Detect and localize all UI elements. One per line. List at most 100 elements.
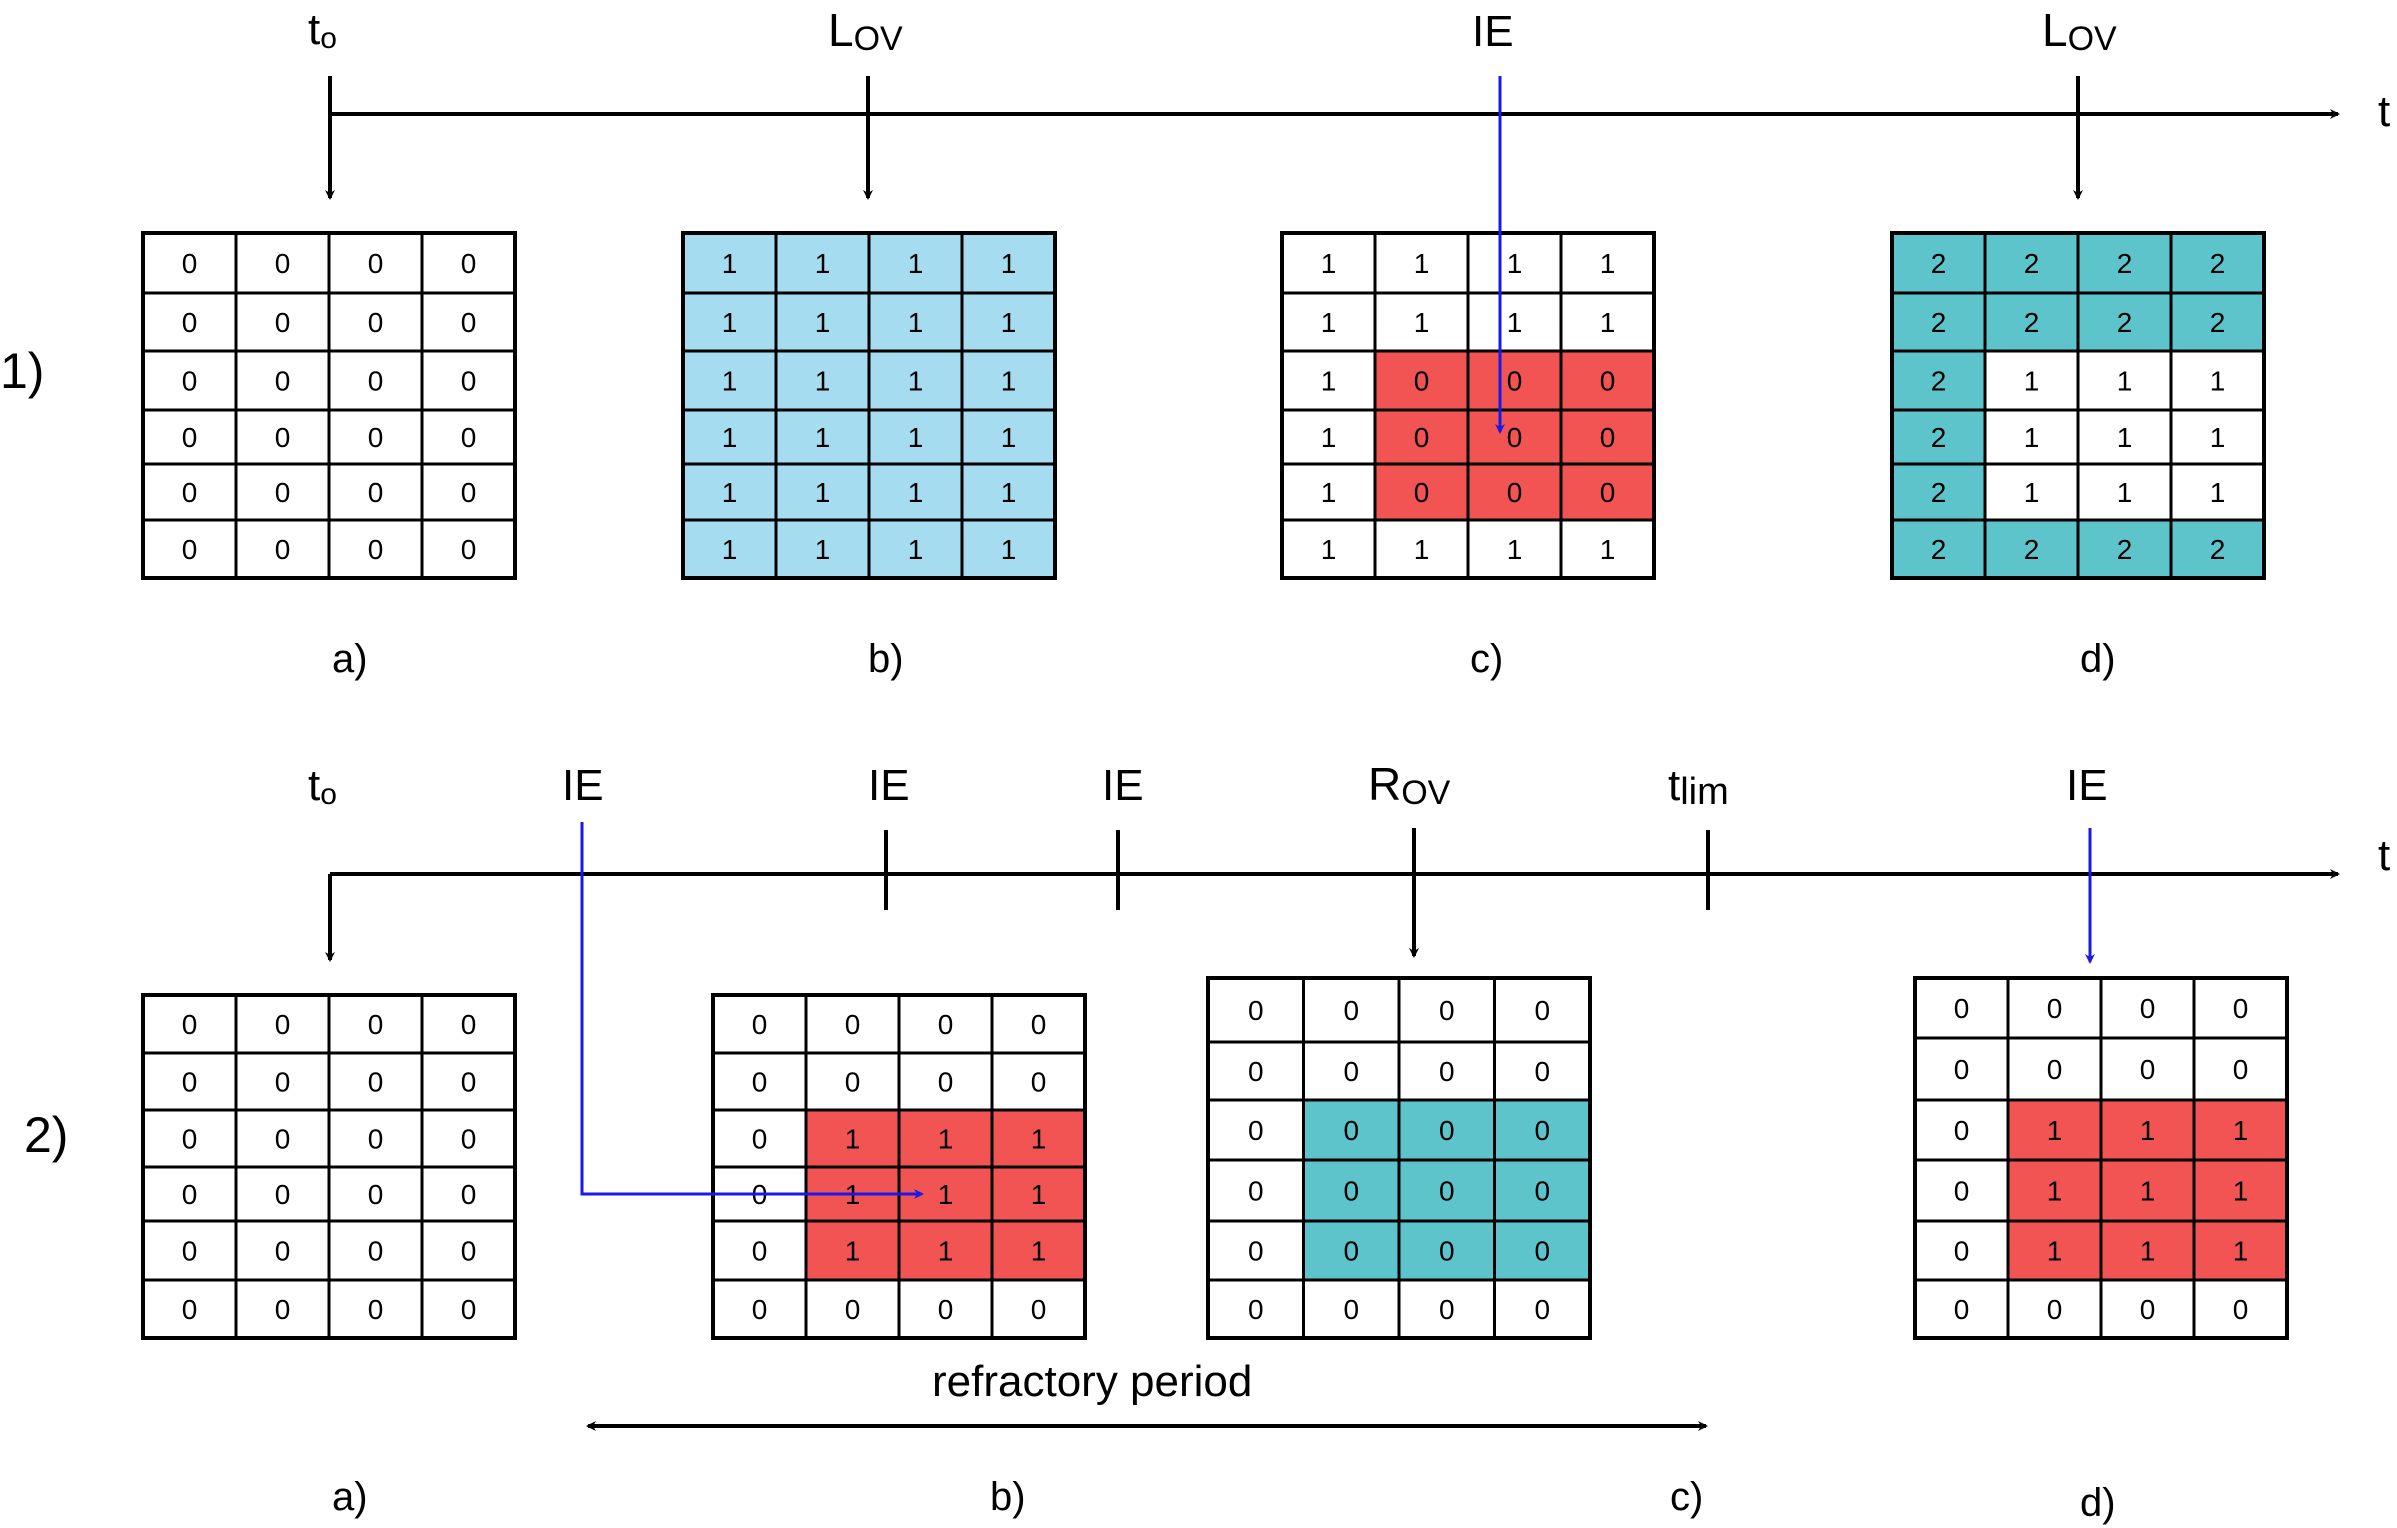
grid-cell-box — [1466, 408, 1563, 466]
grid-cell-value: 0 — [845, 1294, 861, 1325]
grid-cell-value: 0 — [368, 422, 384, 453]
grid-cell-value: 0 — [752, 1124, 768, 1155]
grid-cell-box — [1559, 231, 1656, 295]
grid-cell-value: 0 — [182, 1067, 198, 1098]
row-2-ie-blue-arrow — [580, 822, 924, 1199]
grid-cell: 1 — [2076, 349, 2173, 412]
grid-cell: 1 — [1559, 231, 1656, 295]
grid-cell: 1 — [1466, 291, 1563, 353]
grid-cell-value: 2 — [1931, 422, 1947, 453]
grid-cell-value: 1 — [1001, 534, 1017, 565]
grid-cell-value: 0 — [368, 1179, 384, 1210]
grid-cell: 0 — [990, 1278, 1087, 1340]
grid-cell: 1 — [1373, 291, 1470, 353]
grid-cell: 1 — [804, 1219, 901, 1282]
grid-cell: 0 — [1559, 408, 1656, 466]
grid-cell: 1 — [2169, 349, 2266, 412]
grid-cell-box — [1559, 408, 1656, 466]
grid-cell: 0 — [1302, 1040, 1401, 1102]
grid-cell-value: 2 — [1931, 534, 1947, 565]
grid-cell-box — [1913, 1158, 2010, 1223]
grid-cell-box — [960, 231, 1057, 295]
grid-cell: 0 — [420, 1051, 517, 1112]
grid-cell: 0 — [1493, 1040, 1592, 1102]
grid-cell-value: 0 — [275, 1294, 291, 1325]
grid-cell-value: 0 — [1343, 995, 1359, 1026]
grid-cell: 0 — [1397, 1219, 1496, 1282]
row-2-event-ie-3: IE — [1102, 761, 1144, 810]
grid-cell-box — [234, 518, 331, 580]
grid-cell-value: 0 — [2233, 993, 2249, 1024]
row-2-label: 2) — [24, 1107, 68, 1163]
grid-cell-box — [867, 518, 964, 580]
row-2-panel-label-d: d) — [2080, 1481, 2116, 1525]
grid-cell-value: 0 — [275, 1124, 291, 1155]
grid-cell: 0 — [234, 408, 331, 466]
grid-cell-box — [141, 231, 238, 295]
grid-cell-value: 0 — [1343, 1056, 1359, 1087]
grid-cell: 1 — [774, 291, 871, 353]
grid-cell: 1 — [2169, 462, 2266, 522]
grid-cell: 0 — [234, 993, 331, 1055]
grid-cell: 1 — [867, 231, 964, 295]
grid-cell-value: 1 — [2210, 422, 2226, 453]
grid-cell-value: 0 — [461, 1124, 477, 1155]
grid-cell-value: 2 — [1931, 248, 1947, 279]
grid-cell-value: 1 — [938, 1179, 954, 1210]
grid-cell-value: 0 — [1031, 1294, 1047, 1325]
grid-cell-box — [2169, 291, 2266, 353]
grid-cell: 0 — [327, 1051, 424, 1112]
grid-cell-box — [1280, 349, 1377, 412]
row-1-event-lov-1: LOV — [828, 4, 903, 58]
grid-cell-value: 0 — [2140, 993, 2156, 1024]
grid-cell: 0 — [234, 1165, 331, 1223]
grid-cell-value: 1 — [2024, 366, 2040, 397]
grid-cell-value: 0 — [845, 1009, 861, 1040]
grid-cell: 1 — [867, 291, 964, 353]
grid-cell-box — [327, 349, 424, 412]
grid-border — [1890, 231, 2266, 580]
grid-cell-box — [867, 291, 964, 353]
grid-cell: 0 — [1493, 1219, 1592, 1282]
grid-cell-box — [1983, 408, 2080, 466]
grid-cell-value: 0 — [461, 1067, 477, 1098]
grid-cell: 1 — [960, 462, 1057, 522]
grid-cell: 1 — [1280, 231, 1377, 295]
grid-cell-box — [1559, 291, 1656, 353]
grid-cell-value: 1 — [1414, 534, 1430, 565]
grid-cell-value: 2 — [2024, 307, 2040, 338]
grid-cell: 0 — [234, 518, 331, 580]
grid-border — [711, 993, 1087, 1340]
grid-cell-box — [1890, 408, 1987, 466]
grid-cell: 0 — [1206, 1040, 1305, 1102]
grid-cell: 0 — [1913, 1158, 2010, 1223]
grid-cell: 1 — [2192, 1158, 2289, 1223]
grid-cell-value: 1 — [938, 1124, 954, 1155]
grid-cell-value: 0 — [368, 1236, 384, 1267]
grid-cell-box — [867, 349, 964, 412]
grid-cell: 0 — [711, 1051, 808, 1112]
row-2-event-ie-1: IE — [562, 761, 604, 810]
grid-cell: 1 — [867, 518, 964, 580]
grid-cell-value: 0 — [182, 534, 198, 565]
grid-cell-box — [1397, 1278, 1496, 1340]
grid-cell-value: 1 — [938, 1236, 954, 1267]
grid-cell: 0 — [141, 408, 238, 466]
grid-cell-box — [2076, 462, 2173, 522]
grid-cell: 0 — [234, 1051, 331, 1112]
grid-cell: 0 — [234, 291, 331, 353]
grid-border — [141, 993, 517, 1340]
grid-cell-value: 0 — [182, 1294, 198, 1325]
grid-cell-value: 0 — [182, 1124, 198, 1155]
row-1-panel-label-d: d) — [2080, 637, 2116, 681]
grid-cell: 0 — [141, 291, 238, 353]
grid-cell-value: 1 — [1321, 477, 1337, 508]
grid-cell-value: 0 — [368, 1294, 384, 1325]
grid-cell: 0 — [234, 231, 331, 295]
grid-cell: 1 — [804, 1108, 901, 1169]
grid-cell: 0 — [1302, 1278, 1401, 1340]
grid-cell-value: 2 — [2024, 534, 2040, 565]
row-2-event-tlim: tlim — [1668, 761, 1729, 813]
grid-cell: 0 — [141, 1219, 238, 1282]
grid-cell: 1 — [867, 408, 964, 466]
